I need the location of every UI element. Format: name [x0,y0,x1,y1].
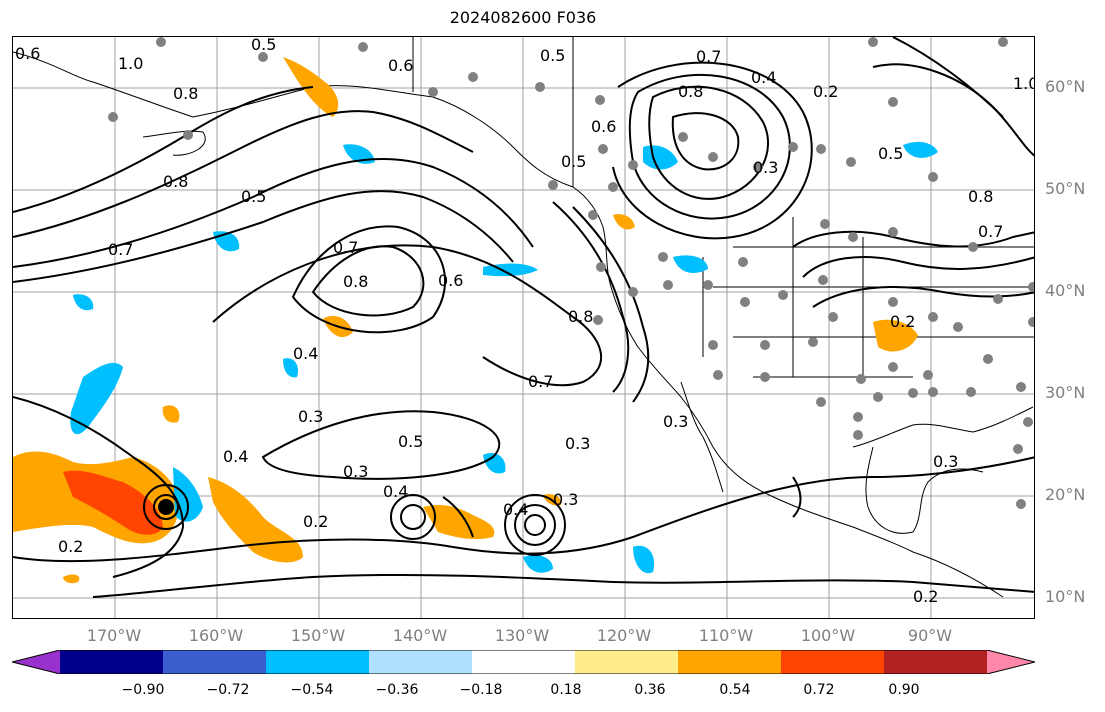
map-panel: 0.6 1.0 0.8 0.5 0.6 0.5 0.7 0.4 0.8 0.5 … [12,36,1035,619]
contour-label: 0.5 [540,46,565,65]
lon-label: 150°W [290,626,346,645]
contour-label: 0.4 [383,482,408,501]
lat-label: 30°N [1045,383,1086,402]
contour-label: 0.8 [968,187,993,206]
colorbar-tick-label: 0.18 [550,682,582,698]
contour-label: 1.0 [118,54,143,73]
contour-label: 0.6 [15,44,40,63]
contour-label: 0.7 [696,47,721,66]
contour-label: 0.4 [293,344,318,363]
colorbar-segment [678,650,782,674]
colorbar-segment [987,650,1035,674]
lat-label: 40°N [1045,281,1086,300]
colorbar-tick-label: 0.36 [634,682,666,698]
contour-label: 0.4 [223,447,248,466]
contour-label: 0.6 [438,271,463,290]
contour-label: 0.3 [298,407,323,426]
contour-label: 0.3 [553,490,578,509]
contour-label: 0.7 [108,240,133,259]
lon-label: 130°W [494,626,550,645]
lon-label: 160°W [188,626,244,645]
colorbar-segment [163,650,267,674]
lat-label: 50°N [1045,179,1086,198]
lat-label: 10°N [1045,587,1086,606]
contour-label: 0.2 [58,537,83,556]
colorbar-segment [60,650,164,674]
contour-label: 0.5 [398,432,423,451]
contour-label: 0.8 [173,84,198,103]
colorbar-tick-label: −0.54 [290,682,334,698]
contour-label: 0.4 [751,68,776,87]
contour-label: 0.8 [568,307,593,326]
colorbar-segment [884,650,988,674]
station-dots [108,37,1034,509]
shaded-regions [13,57,938,584]
contour-label: 0.5 [561,152,586,171]
contour-label: 0.8 [678,82,703,101]
colorbar-segment [575,650,679,674]
coastlines [13,37,1034,598]
contour-label: 0.6 [388,56,413,75]
contour-label: 0.2 [303,512,328,531]
colorbar [12,650,1035,674]
contour-label: 0.4 [503,500,528,519]
lat-label: 20°N [1045,485,1086,504]
contour-label: 0.5 [241,187,266,206]
storm-center-marker [158,499,174,515]
contour-label: 0.3 [565,434,590,453]
colorbar-segment [781,650,885,674]
contour-label: 0.2 [913,587,938,606]
colorbar-tick-label: 0.90 [888,682,920,698]
lon-label: 90°W [907,626,953,645]
colorbar-tick-label: −0.18 [459,682,503,698]
contour-label: 0.6 [591,117,616,136]
colorbar-tick-label: 0.54 [719,682,751,698]
contour-label: 0.7 [333,238,358,257]
contour-label: 1.0 [1013,74,1035,93]
colorbar-segment [472,650,576,674]
colorbar-segment [266,650,370,674]
contour-label: 0.2 [890,312,915,331]
contour-label: 0.8 [343,272,368,291]
colorbar-segment [369,650,473,674]
contour-label: 0.5 [251,37,276,54]
contour-label: 0.5 [878,144,903,163]
contour-label: 0.8 [163,172,188,191]
lon-label: 140°W [392,626,448,645]
map-title: 2024082600 F036 [449,8,597,27]
contour-label: 0.7 [528,372,553,391]
map-canvas: 0.6 1.0 0.8 0.5 0.6 0.5 0.7 0.4 0.8 0.5 … [13,37,1035,618]
lon-label: 170°W [86,626,142,645]
contour-label: 0.3 [663,412,688,431]
contour-label: 0.2 [813,82,838,101]
colorbar-tick-label: −0.72 [206,682,250,698]
colorbar-tick-label: −0.90 [121,682,165,698]
lon-label: 110°W [698,626,754,645]
contour-label: 0.3 [933,452,958,471]
contour-label: 0.7 [978,222,1003,241]
colorbar-tick-label: −0.36 [375,682,419,698]
contour-label: 0.3 [753,158,778,177]
lon-label: 100°W [800,626,856,645]
contour-labels: 0.6 1.0 0.8 0.5 0.6 0.5 0.7 0.4 0.8 0.5 … [15,37,1035,606]
contour-label: 0.3 [343,462,368,481]
lat-label: 60°N [1045,77,1086,96]
colorbar-segment [12,650,60,674]
colorbar-tick-label: 0.72 [803,682,835,698]
contour-lines [13,37,1034,598]
lon-label: 120°W [596,626,652,645]
